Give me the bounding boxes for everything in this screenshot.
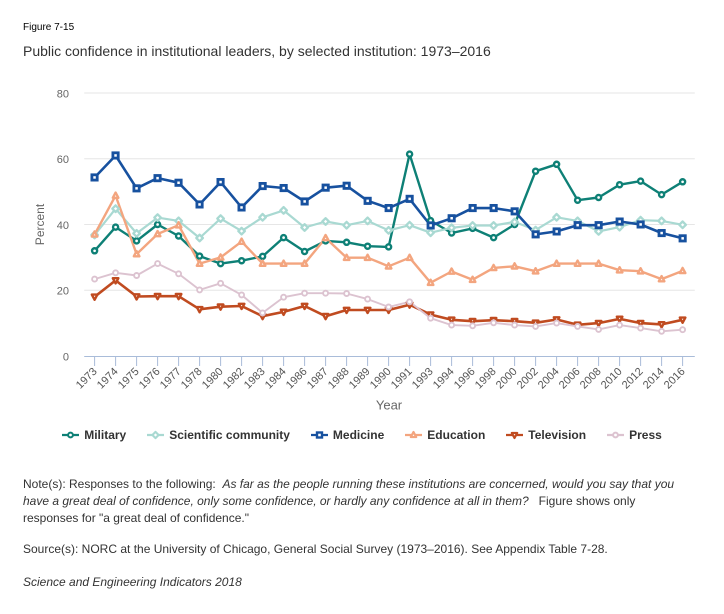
svg-text:2004: 2004 [536,366,562,392]
svg-text:1984: 1984 [263,366,289,392]
svg-text:1983: 1983 [242,366,268,392]
svg-text:1982: 1982 [221,366,247,392]
svg-text:2006: 2006 [557,366,583,392]
svg-text:1998: 1998 [473,366,499,392]
svg-text:Percent: Percent [33,203,47,245]
svg-text:1977: 1977 [158,366,184,392]
svg-text:1996: 1996 [452,366,478,392]
svg-text:2016: 2016 [662,366,688,392]
svg-text:2012: 2012 [620,366,646,392]
svg-text:1976: 1976 [137,366,163,392]
svg-text:2014: 2014 [641,366,667,392]
svg-text:40: 40 [57,220,69,232]
svg-text:2010: 2010 [599,366,625,392]
svg-text:2008: 2008 [578,366,604,392]
svg-text:1994: 1994 [431,366,457,392]
svg-text:1975: 1975 [116,366,142,392]
svg-text:20: 20 [57,286,69,298]
svg-text:60: 60 [57,154,69,166]
svg-text:1988: 1988 [326,366,352,392]
svg-text:1978: 1978 [179,366,205,392]
svg-text:0: 0 [63,351,69,363]
svg-text:Year: Year [376,398,403,413]
svg-text:1980: 1980 [200,366,226,392]
svg-text:2000: 2000 [494,366,520,392]
svg-text:1993: 1993 [410,366,436,392]
svg-text:1991: 1991 [389,366,415,392]
svg-text:1989: 1989 [347,366,373,392]
svg-text:1990: 1990 [368,366,394,392]
svg-text:80: 80 [57,88,69,100]
svg-text:2002: 2002 [515,366,541,392]
svg-text:1974: 1974 [95,366,121,392]
svg-text:1986: 1986 [284,366,310,392]
svg-text:1987: 1987 [305,366,331,392]
svg-text:1973: 1973 [74,366,100,392]
